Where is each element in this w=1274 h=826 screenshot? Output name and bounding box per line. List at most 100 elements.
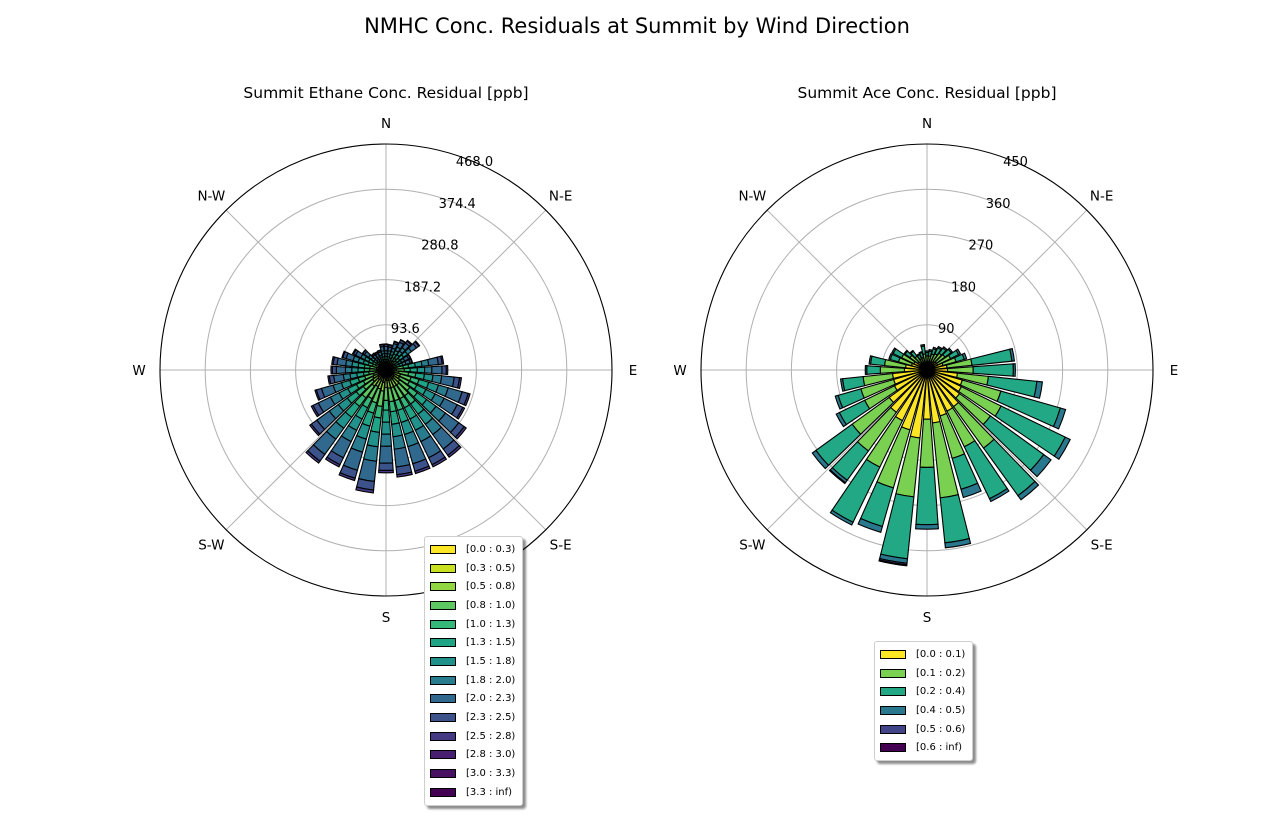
ethane-bar-segment: [383, 345, 389, 352]
ace-bar-segment: [1053, 436, 1071, 461]
ethane-bar-segment: [366, 430, 381, 448]
ace-direction-label: E: [1170, 363, 1179, 379]
ethane-legend-label: [3.0 : 3.3): [466, 768, 516, 780]
ethane-legend-swatch: [430, 769, 456, 779]
ace-bar-segment: [960, 482, 982, 499]
ace-legend-label: [0.6 : inf): [916, 742, 963, 754]
ace-bar-segment: [970, 348, 1013, 366]
ethane-radial-tick-label: 187.2: [404, 280, 441, 295]
ethane-bars: [305, 338, 471, 494]
ethane-legend-entry: [3.0 : 3.3): [430, 764, 515, 783]
ace-windrose: Summit Ace Conc. Residual [ppb] 90 180 270…: [673, 84, 1178, 626]
ethane-legend-swatch: [430, 787, 456, 797]
ethane-legend-entry: [2.0 : 2.3): [430, 690, 515, 709]
ace-bar-segment: [1017, 480, 1040, 501]
ethane-legend-entry: [0.8 : 1.0): [430, 596, 515, 615]
ethane-legend-swatch: [430, 656, 456, 666]
ethane-legend-label: [1.8 : 2.0): [466, 674, 516, 686]
ethane-bar-segment: [393, 340, 399, 344]
ethane-direction-label: W: [132, 363, 145, 379]
ace-radial-tick-label: 450: [1003, 155, 1028, 170]
ethane-bar-segment: [439, 375, 455, 388]
ace-bar-segment: [988, 487, 1010, 503]
ethane-bar-segment: [409, 358, 414, 364]
ethane-legend-entry: [3.3 : inf): [430, 783, 515, 802]
ace-bar-segment: [925, 350, 929, 354]
ethane-legend-label: [1.5 : 1.8): [466, 655, 516, 667]
ace-bar-segment: [1012, 363, 1016, 377]
ace-bar-segment: [942, 346, 948, 352]
ethane-bar-segment: [351, 366, 359, 374]
ethane-direction-label: N: [381, 116, 391, 132]
ethane-grid-spoke: [225, 369, 387, 531]
ethane-radial-tick-label: 280.8: [421, 239, 458, 254]
ethane-bar-segment: [378, 343, 384, 346]
ace-bar-segment: [1052, 407, 1067, 430]
ethane-bar-segment: [423, 366, 433, 374]
ace-bar-segment: [839, 378, 846, 392]
ethane-legend-swatch: [430, 694, 456, 704]
ace-direction-label: W: [673, 363, 686, 379]
ethane-direction-label: S-E: [550, 538, 572, 554]
ace-legend: [0.0 : 0.1) [0.1 : 0.2) [0.2 : 0.4) [0.4 : …: [874, 641, 974, 762]
ethane-bar-segment: [387, 343, 393, 347]
ace-bar-segment: [1033, 380, 1044, 399]
ethane-bar-segment: [379, 433, 393, 447]
ace-direction-label: N: [922, 116, 932, 132]
ace-legend-entry: [0.6 : inf): [880, 738, 965, 757]
ethane-legend-label: [2.3 : 2.5): [466, 712, 516, 724]
ethane-direction-label: N-W: [197, 188, 225, 204]
ethane-legend-entry: [1.8 : 2.0): [430, 671, 515, 690]
ethane-legend-swatch: [430, 731, 456, 741]
ethane-bar-segment: [441, 365, 447, 375]
ethane-legend-label: [2.5 : 2.8): [466, 730, 516, 742]
ethane-legend-entry: [1.0 : 1.3): [430, 615, 515, 634]
ethane-legend-entry: [0.5 : 0.8): [430, 577, 515, 596]
ethane-plot-title: Summit Ethane Conc. Residual [ppb]: [243, 84, 528, 102]
ace-grid-spoke: [766, 209, 928, 371]
ace-direction-label: S-E: [1091, 538, 1113, 554]
ethane-bar-segment: [370, 352, 375, 357]
ethane-bar-segment: [431, 456, 448, 468]
ethane-legend-entry: [2.8 : 3.0): [430, 746, 515, 765]
ethane-direction-label: S: [382, 610, 391, 626]
ethane-grid-spoke: [385, 369, 547, 531]
ace-bar-segment: [866, 365, 882, 375]
ace-legend-label: [0.0 : 0.1): [916, 648, 966, 660]
ethane-bar-segment: [376, 349, 382, 353]
ace-bar-segment: [961, 352, 968, 361]
ethane-bar-segment: [351, 348, 357, 355]
ethane-bar-segment: [335, 365, 347, 375]
ace-radial-tick-label: 360: [986, 197, 1011, 212]
ace-bar-segment: [909, 349, 915, 355]
ace-bar-segment: [947, 347, 953, 354]
ace-bar-segment: [903, 349, 909, 355]
ethane-bar-segment: [454, 425, 467, 440]
ethane-legend-entry: [0.0 : 0.3): [430, 540, 515, 559]
ace-legend-swatch: [880, 687, 906, 697]
ethane-bar-segment: [373, 351, 379, 355]
ethane-bar-segment: [362, 444, 379, 462]
ace-bar-segment: [1009, 347, 1016, 362]
ace-bar-segment: [888, 353, 893, 361]
ethane-grid-spoke: [385, 209, 547, 371]
ethane-legend-label: [0.8 : 1.0): [466, 599, 516, 611]
ace-bar-segment: [939, 494, 971, 544]
ethane-bar-segment: [344, 366, 353, 374]
ace-legend-label: [0.2 : 0.4): [916, 686, 966, 698]
ace-plot-title: Summit Ace Conc. Residual [ppb]: [798, 84, 1057, 102]
ethane-bar-segment: [327, 375, 332, 385]
ethane-legend-entry: [2.3 : 2.5): [430, 708, 515, 727]
ace-legend-swatch: [880, 705, 906, 715]
ace-bar-segment: [944, 537, 972, 549]
ethane-bar-segment: [396, 471, 413, 478]
ethane-legend-entry: [0.3 : 0.5): [430, 559, 515, 578]
ace-legend-swatch: [880, 668, 906, 678]
ace-legend-label: [0.4 : 0.5): [916, 704, 966, 716]
ethane-bar-segment: [382, 399, 390, 411]
ethane-legend-swatch: [430, 600, 456, 610]
ethane-bar-segment: [445, 364, 449, 376]
ethane-bar-segment: [355, 486, 375, 494]
ace-legend-swatch: [880, 724, 906, 734]
ethane-bar-segment: [416, 366, 426, 374]
